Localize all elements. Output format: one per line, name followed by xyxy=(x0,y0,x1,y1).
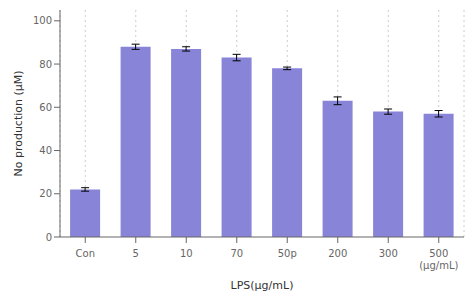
svg-text:20: 20 xyxy=(39,188,52,199)
svg-text:10: 10 xyxy=(180,248,193,259)
svg-text:40: 40 xyxy=(39,145,52,156)
svg-text:60: 60 xyxy=(39,102,52,113)
svg-text:Con: Con xyxy=(76,248,95,259)
svg-text:100: 100 xyxy=(33,15,52,26)
svg-text:500(μg/mL): 500(μg/mL) xyxy=(419,248,458,271)
svg-text:50p: 50p xyxy=(278,248,297,259)
svg-text:LPS(μg/mL): LPS(μg/mL) xyxy=(231,279,294,292)
svg-text:5: 5 xyxy=(133,248,139,259)
svg-text:200: 200 xyxy=(328,248,347,259)
svg-text:0: 0 xyxy=(46,232,52,243)
svg-text:No production (μM): No production (μM) xyxy=(12,70,25,176)
svg-text:300: 300 xyxy=(379,248,398,259)
svg-text:70: 70 xyxy=(230,248,243,259)
svg-text:80: 80 xyxy=(39,59,52,70)
